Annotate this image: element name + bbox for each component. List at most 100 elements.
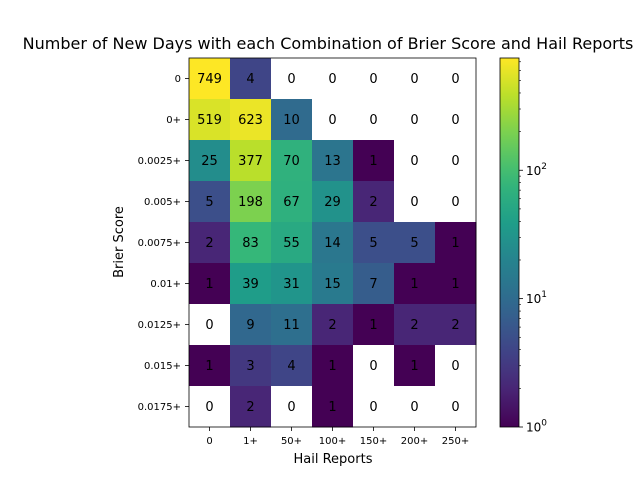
- cell-value-label: 70: [283, 154, 300, 169]
- colorbar-ticks: 100 101 102: [519, 61, 547, 435]
- heatmap-cell: [312, 58, 354, 100]
- heatmap-cell: [353, 58, 395, 100]
- y-axis-ticks: 0 0+ 0.0025+ 0.005+ 0.0075+ 0.01+ 0.0125+ 0.015…: [138, 74, 189, 413]
- cell-value-label: 0: [369, 72, 377, 87]
- heatmap-cell: [312, 222, 354, 264]
- x-tick-label: 50+: [281, 436, 302, 447]
- cell-value-label: 1: [205, 277, 213, 292]
- colorbar-tick-label: 100: [526, 419, 547, 435]
- heatmap-cell: [189, 181, 231, 223]
- heatmap-cell: [230, 263, 272, 305]
- cell-value-label: 39: [242, 277, 259, 292]
- cell-value-label: 0: [205, 318, 213, 333]
- cell-value-label: 4: [246, 72, 254, 87]
- cell-value-label: 0: [410, 154, 418, 169]
- colorbar: [499, 57, 520, 428]
- chart-title: Number of New Days with each Combination…: [23, 34, 634, 53]
- heatmap-cell: [353, 345, 395, 387]
- heatmap-cell: [312, 181, 354, 223]
- cell-value-label: 3: [246, 359, 254, 374]
- x-axis-label: Hail Reports: [294, 452, 373, 467]
- cell-value-label: 0: [451, 400, 459, 415]
- cell-value-label: 0: [205, 400, 213, 415]
- heatmap-cell: [189, 99, 231, 141]
- x-tick-label: 200+: [401, 436, 428, 447]
- heatmap-cell: [394, 181, 436, 223]
- cell-value-label: 1: [205, 359, 213, 374]
- cell-value-label: 519: [197, 113, 222, 128]
- x-tick-label: 1+: [243, 436, 258, 447]
- colorbar-tick-label: 101: [526, 290, 547, 306]
- heatmap-cell: [353, 304, 395, 346]
- heatmap-cell: [230, 181, 272, 223]
- heatmap-cell: [189, 263, 231, 305]
- heatmap-cell: [230, 386, 272, 428]
- heatmap-cell: [312, 304, 354, 346]
- x-tick-label: 100+: [319, 436, 346, 447]
- y-tick-label: 0.0125+: [138, 320, 181, 331]
- cell-value-label: 11: [283, 318, 300, 333]
- cell-value-label: 5: [369, 236, 377, 251]
- heatmap-cell: [394, 58, 436, 100]
- heatmap-cell: [435, 304, 477, 346]
- cell-value-label: 0: [287, 400, 295, 415]
- colorbar-tick-label: 102: [526, 162, 547, 178]
- heatmap-cell: [271, 263, 313, 305]
- heatmap-cell: [394, 345, 436, 387]
- y-tick-label: 0.015+: [144, 361, 181, 372]
- cell-value-label: 67: [283, 195, 300, 210]
- heatmap-cell: [230, 99, 272, 141]
- heatmap-cell: [353, 140, 395, 182]
- heatmap-cell: [230, 222, 272, 264]
- heatmap-cell: [271, 140, 313, 182]
- heatmap-cell: [435, 140, 477, 182]
- cell-value-label: 198: [238, 195, 263, 210]
- cell-value-label: 4: [287, 359, 295, 374]
- heatmap-cell: [312, 263, 354, 305]
- heatmap-cell: [271, 58, 313, 100]
- cell-value-label: 2: [328, 318, 336, 333]
- heatmap-cell: [435, 222, 477, 264]
- heatmap-cell: [189, 345, 231, 387]
- cell-value-label: 2: [205, 236, 213, 251]
- heatmap-cell: [271, 304, 313, 346]
- heatmap-cell: [394, 140, 436, 182]
- cell-value-label: 2: [410, 318, 418, 333]
- heatmap-cell: [394, 263, 436, 305]
- cell-value-label: 1: [410, 359, 418, 374]
- cell-value-label: 7: [369, 277, 377, 292]
- cell-value-label: 9: [246, 318, 254, 333]
- heatmap-cell: [353, 263, 395, 305]
- heatmap-cell: [394, 222, 436, 264]
- cell-value-label: 31: [283, 277, 300, 292]
- x-tick-label: 0: [206, 436, 212, 447]
- cell-value-label: 5: [410, 236, 418, 251]
- cell-value-label: 1: [328, 400, 336, 415]
- y-tick-label: 0.0025+: [138, 156, 181, 167]
- heatmap-cell: [189, 58, 231, 100]
- heatmap-cell: [230, 140, 272, 182]
- cell-value-label: 0: [451, 195, 459, 210]
- cell-value-label: 0: [328, 113, 336, 128]
- cell-value-label: 0: [369, 113, 377, 128]
- cell-value-label: 14: [324, 236, 341, 251]
- y-tick-label: 0+: [166, 115, 181, 126]
- heatmap-cell: [189, 304, 231, 346]
- heatmap-cell: [435, 181, 477, 223]
- heatmap-cell: [189, 140, 231, 182]
- heatmap-cell: [353, 222, 395, 264]
- heatmap-cell: [435, 386, 477, 428]
- x-tick-label: 250+: [442, 436, 469, 447]
- heatmap-cell: [230, 304, 272, 346]
- heatmap-cell: [435, 263, 477, 305]
- y-tick-label: 0.005+: [144, 197, 181, 208]
- heatmap-cell: [435, 99, 477, 141]
- heatmap-cell: [394, 386, 436, 428]
- heatmap-cell: [312, 386, 354, 428]
- cell-value-label: 0: [451, 154, 459, 169]
- heatmap-cell: [230, 58, 272, 100]
- cell-value-label: 1: [451, 277, 459, 292]
- heatmap-cell: [312, 99, 354, 141]
- cell-value-label: 1: [369, 318, 377, 333]
